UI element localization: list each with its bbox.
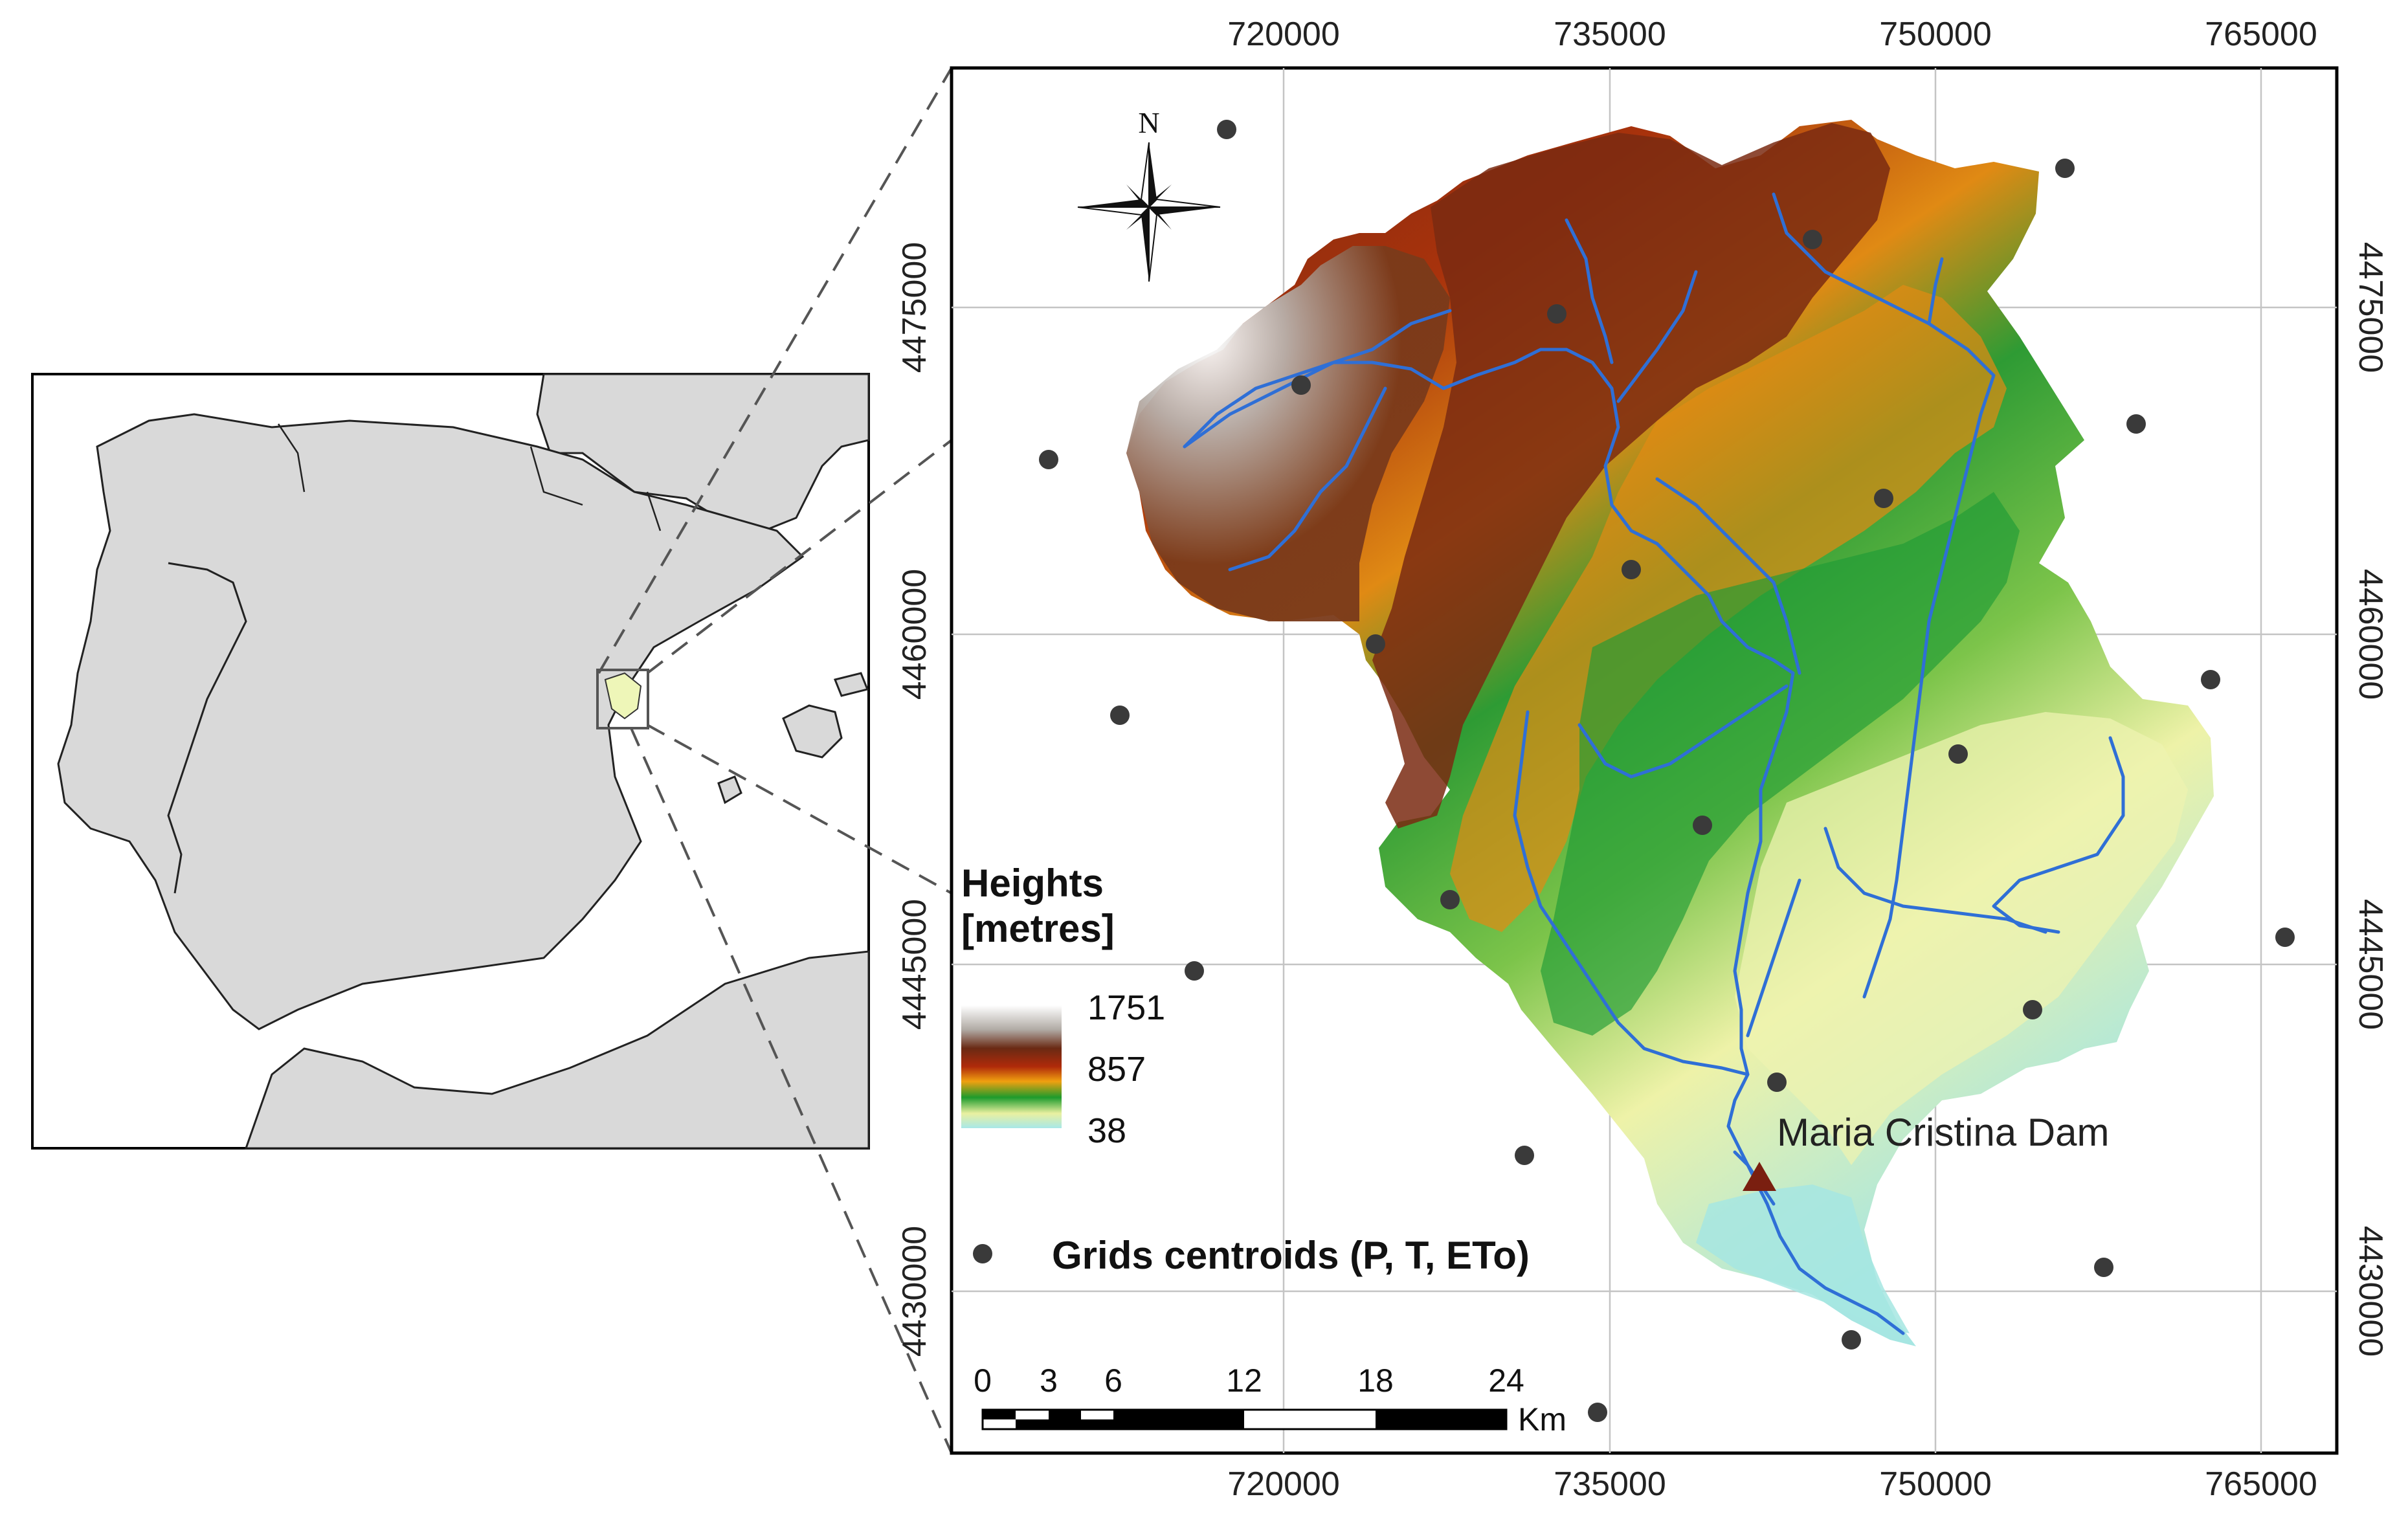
dam-marker	[1743, 1162, 1776, 1191]
legend-min: 38	[1087, 1111, 1126, 1150]
centroid-point	[1767, 1073, 1787, 1092]
x-tick-top: 735000	[1554, 16, 1666, 53]
river-trib-west	[1228, 386, 1387, 572]
north-label: N	[1138, 106, 1159, 139]
centroid-point	[1842, 1330, 1861, 1350]
x-tick-top: 750000	[1879, 16, 1992, 53]
centroid-point	[2055, 159, 2075, 178]
centroid-point	[1291, 375, 1311, 395]
centroid-point	[1217, 120, 1236, 139]
inset-internal-border	[277, 423, 662, 531]
x-tick-top: 720000	[1227, 16, 1340, 53]
centroid-point	[1515, 1146, 1534, 1165]
inset-portugal-border	[167, 562, 247, 894]
relief-brown	[1372, 123, 1890, 828]
centroid-point	[1547, 304, 1566, 324]
inset-africa	[244, 950, 870, 1150]
dam-label: Maria Cristina Dam	[1777, 1111, 2109, 1154]
x-axis-top: 720000 735000 750000 765000	[1227, 16, 2317, 53]
relief-green	[1541, 492, 2020, 1036]
centroid-point	[1110, 706, 1130, 725]
y-tick-left: 4460000	[896, 569, 933, 700]
inset-map	[31, 373, 870, 1150]
y-axis-right: 4475000 4460000 4445000 4430000	[2352, 242, 2389, 1357]
inset-study-box	[596, 669, 649, 729]
centroids-legend-label: Grids centroids (P, T, ETo)	[1052, 1234, 1530, 1277]
river-trib-ne2	[1927, 257, 1944, 326]
x-tick-bottom: 750000	[1879, 1465, 1992, 1503]
zoom-connectors	[597, 67, 953, 1454]
inset-ibiza	[717, 775, 742, 805]
inset-study-area	[604, 672, 642, 720]
river-trib-ne	[1772, 192, 1996, 999]
scale-tick-18: 18	[1357, 1362, 1394, 1399]
height-legend: Heights [metres] 1751 857 38	[961, 862, 1165, 1150]
river-trib-se	[1823, 827, 2047, 934]
scale-bar: 0 3 6 12 18 24 Km	[974, 1362, 1566, 1438]
legend-color-ramp	[961, 1005, 1062, 1128]
river-trib-east	[1992, 736, 2125, 934]
inset-iberia	[57, 413, 805, 1030]
legend-title-line1: Heights	[961, 862, 1104, 905]
centroid-point	[1693, 816, 1712, 835]
y-tick-right: 4475000	[2352, 242, 2389, 373]
scale-tick-3: 3	[1040, 1362, 1058, 1399]
centroid-point	[2201, 670, 2220, 689]
centroid-point	[1039, 450, 1058, 469]
river-trib-mid	[1655, 477, 1801, 675]
centroids-legend-dot	[973, 1244, 992, 1263]
legend-title-line2: [metres]	[961, 907, 1115, 950]
centroid-point	[1366, 634, 1385, 654]
y-tick-right: 4460000	[2352, 569, 2389, 700]
y-tick-left: 4475000	[896, 242, 933, 373]
river-trib-nw	[1183, 309, 1452, 449]
grid-centroids	[1039, 120, 2295, 1422]
legend-mid: 857	[1087, 1050, 1146, 1089]
centroid-point	[1948, 744, 1968, 764]
legend-max: 1751	[1087, 988, 1165, 1027]
basin-dem	[1126, 120, 2214, 1346]
river-network	[1183, 192, 2125, 1335]
centroid-point	[2094, 1258, 2113, 1277]
y-tick-left: 4430000	[896, 1226, 933, 1357]
centroids-legend: Grids centroids (P, T, ETo)	[973, 1234, 1530, 1277]
scale-tick-0: 0	[974, 1362, 992, 1399]
river-trib-west2	[1513, 710, 1750, 1076]
scale-tick-12: 12	[1226, 1362, 1262, 1399]
main-map: Maria Cristina Dam N Heights [metres] 17…	[950, 66, 2339, 1455]
inset-menorca	[833, 672, 869, 697]
y-tick-right: 4445000	[2352, 899, 2389, 1030]
x-tick-bottom: 720000	[1227, 1465, 1340, 1503]
centroid-point	[1185, 961, 1204, 981]
x-axis-bottom: 720000 735000 750000 765000	[1227, 1465, 2317, 1503]
scale-tick-6: 6	[1104, 1362, 1122, 1399]
centroid-point	[2126, 414, 2146, 434]
inset-mallorca	[782, 704, 843, 759]
river-trib-sw	[1577, 684, 1789, 779]
centroid-point	[1874, 489, 1893, 508]
scale-unit: Km	[1518, 1401, 1566, 1438]
scale-tick-24: 24	[1488, 1362, 1524, 1399]
centroid-point	[1622, 560, 1641, 579]
x-tick-top: 765000	[2205, 16, 2317, 53]
x-tick-bottom: 735000	[1554, 1465, 1666, 1503]
centroid-point	[1588, 1403, 1607, 1422]
relief-plain	[1735, 712, 2188, 1165]
centroid-point	[1803, 230, 1822, 249]
river-trib-north	[1565, 218, 1614, 364]
river-trib-sw2	[1746, 878, 1801, 1038]
centroid-point	[1440, 890, 1460, 909]
y-tick-left: 4445000	[896, 899, 933, 1030]
north-arrow: N	[1077, 106, 1221, 282]
y-tick-right: 4430000	[2352, 1226, 2389, 1357]
relief-high-nw	[1126, 246, 1450, 621]
river-trib-n2	[1616, 270, 1698, 403]
y-axis-left: 4475000 4460000 4445000 4430000	[896, 242, 933, 1357]
x-tick-bottom: 765000	[2205, 1465, 2317, 1503]
centroid-point	[2023, 1000, 2042, 1019]
centroid-point	[2275, 928, 2295, 947]
relief-coast	[1696, 1184, 1910, 1333]
